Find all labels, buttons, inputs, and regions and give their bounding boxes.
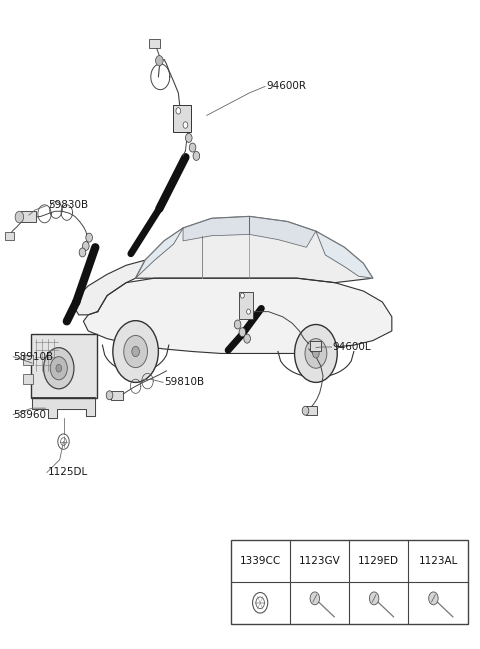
FancyBboxPatch shape [111, 391, 123, 400]
Polygon shape [183, 216, 250, 241]
Circle shape [234, 320, 241, 329]
Circle shape [312, 349, 319, 358]
Polygon shape [136, 216, 373, 283]
Circle shape [240, 293, 244, 298]
Circle shape [132, 347, 139, 357]
Text: 59830B: 59830B [48, 201, 88, 210]
FancyBboxPatch shape [306, 406, 317, 415]
Circle shape [50, 357, 67, 380]
Bar [230, 540, 468, 624]
Polygon shape [316, 231, 373, 278]
Circle shape [83, 241, 89, 251]
FancyBboxPatch shape [21, 212, 36, 222]
Circle shape [189, 143, 196, 152]
Text: 58910B: 58910B [13, 352, 53, 361]
FancyBboxPatch shape [23, 374, 33, 384]
Polygon shape [74, 260, 145, 315]
Text: 58960: 58960 [13, 410, 46, 420]
FancyBboxPatch shape [31, 334, 97, 398]
Circle shape [239, 328, 246, 337]
Circle shape [113, 321, 158, 382]
FancyBboxPatch shape [23, 355, 33, 365]
FancyBboxPatch shape [310, 341, 321, 351]
Circle shape [295, 324, 337, 382]
Text: 1339CC: 1339CC [240, 556, 281, 566]
Circle shape [106, 391, 113, 400]
Circle shape [56, 364, 61, 372]
Circle shape [370, 592, 379, 605]
Circle shape [176, 108, 180, 114]
Polygon shape [250, 216, 316, 247]
Circle shape [305, 339, 327, 368]
FancyBboxPatch shape [239, 291, 253, 319]
Polygon shape [136, 228, 183, 278]
FancyBboxPatch shape [5, 232, 14, 240]
FancyBboxPatch shape [149, 40, 160, 49]
Circle shape [302, 406, 309, 415]
Text: 1129ED: 1129ED [358, 556, 399, 566]
Text: 94600L: 94600L [333, 342, 371, 352]
Circle shape [156, 56, 163, 66]
Circle shape [124, 336, 147, 367]
FancyBboxPatch shape [173, 105, 191, 132]
Circle shape [429, 592, 438, 605]
Circle shape [310, 592, 320, 605]
Circle shape [193, 151, 200, 160]
Circle shape [244, 334, 251, 343]
Circle shape [86, 233, 93, 242]
Text: 59810B: 59810B [164, 378, 204, 387]
Circle shape [15, 212, 24, 223]
Text: 1123GV: 1123GV [299, 556, 340, 566]
Text: 94600R: 94600R [266, 81, 306, 92]
Circle shape [79, 248, 86, 257]
Polygon shape [84, 278, 392, 354]
Circle shape [185, 134, 192, 142]
Circle shape [44, 348, 74, 389]
Text: 1123AL: 1123AL [419, 556, 458, 566]
Circle shape [183, 122, 188, 129]
Circle shape [247, 309, 251, 314]
Polygon shape [32, 397, 96, 418]
Text: 1125DL: 1125DL [48, 467, 88, 478]
